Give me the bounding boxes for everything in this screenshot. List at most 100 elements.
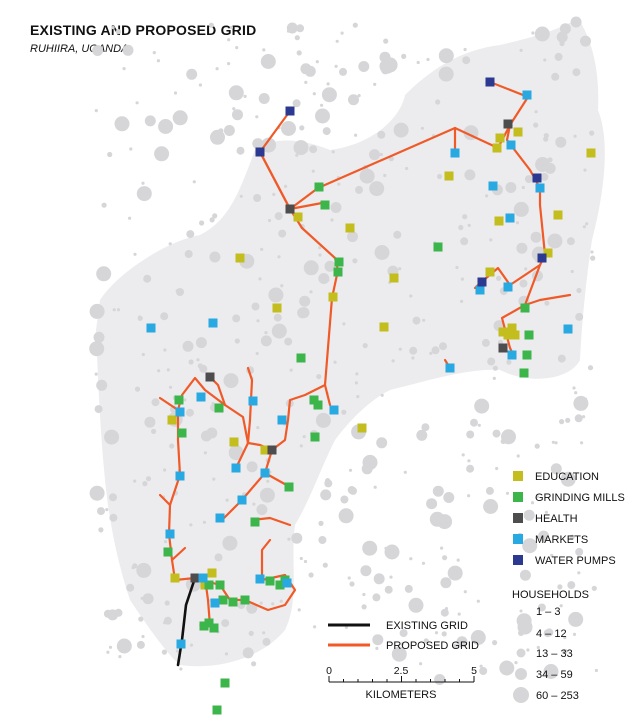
- household-dot: [138, 616, 144, 622]
- household-dot: [151, 398, 160, 407]
- household-dot: [160, 312, 169, 321]
- household-dot: [163, 468, 167, 472]
- household-dot: [316, 374, 322, 380]
- household-dot: [434, 631, 439, 635]
- household-dot: [391, 646, 407, 662]
- household-dot: [168, 385, 173, 389]
- household-dot: [431, 346, 440, 355]
- household-dot: [252, 502, 256, 506]
- household-dot: [416, 60, 420, 65]
- scale-bar-ticks: [328, 676, 475, 682]
- household-dot: [341, 409, 347, 415]
- household-dot: [514, 661, 518, 665]
- household-dot: [209, 217, 215, 223]
- household-dot: [141, 181, 145, 185]
- household-dot: [264, 331, 268, 335]
- household-dot: [443, 492, 455, 503]
- household-dot: [318, 253, 322, 257]
- household-dot: [137, 315, 143, 321]
- household-dot: [505, 182, 517, 193]
- education-marker: [389, 273, 399, 283]
- existing-grid-segment: [176, 576, 197, 667]
- markets-marker: [196, 392, 206, 402]
- household-dot: [164, 600, 170, 606]
- legend-education-swatch: [513, 471, 523, 481]
- household-dot: [550, 463, 562, 475]
- education-marker: [485, 267, 495, 277]
- household-dot: [280, 284, 284, 288]
- household-dot: [519, 48, 523, 53]
- household-dot: [429, 351, 433, 355]
- household-dot: [302, 435, 306, 439]
- household-dot: [175, 289, 179, 293]
- household-dot: [183, 398, 187, 402]
- household-dot: [239, 194, 243, 198]
- grinding-mills-marker: [334, 257, 344, 267]
- household-dot: [515, 221, 520, 225]
- household-dot: [322, 562, 328, 568]
- household-dot: [318, 246, 322, 250]
- household-dot: [485, 486, 494, 495]
- grinding-mills-marker: [250, 517, 260, 527]
- household-dot: [255, 351, 259, 356]
- lines-legend: EXISTING GRID PROPOSED GRID: [328, 620, 479, 652]
- household-dot: [340, 495, 349, 504]
- household-dot: [302, 309, 306, 313]
- household-dot: [251, 661, 257, 667]
- health-marker: [285, 204, 295, 214]
- household-dot: [544, 510, 549, 514]
- households-legend-label: 60 – 253: [536, 690, 579, 702]
- household-dot: [227, 62, 231, 66]
- markets-marker: [260, 468, 270, 478]
- education-marker: [495, 133, 505, 143]
- household-dot: [352, 22, 358, 28]
- household-dot: [544, 300, 550, 306]
- household-dot: [192, 180, 196, 184]
- household-dot: [434, 674, 446, 685]
- water-pumps-marker: [255, 147, 265, 157]
- household-dot: [559, 419, 565, 425]
- household-dot: [566, 237, 575, 246]
- household-dot: [93, 489, 97, 493]
- household-dot: [393, 230, 402, 239]
- household-dot: [383, 173, 387, 178]
- household-dot: [199, 220, 205, 226]
- grinding-mills-marker: [310, 432, 320, 442]
- household-dot: [304, 80, 308, 84]
- household-dot: [405, 166, 409, 171]
- education-marker: [510, 330, 520, 340]
- household-dot: [400, 642, 405, 646]
- household-dot: [356, 395, 360, 399]
- grinding-mills-marker: [309, 395, 319, 405]
- household-dot: [355, 185, 363, 194]
- household-dot: [435, 99, 441, 105]
- household-dot: [229, 25, 233, 30]
- household-dot: [279, 599, 283, 603]
- map-subtitle: RUHIIRA, UGANDA: [30, 43, 129, 55]
- household-dot: [359, 168, 375, 184]
- household-dot: [426, 498, 438, 510]
- household-dot: [232, 540, 236, 544]
- households-legend-circle: [515, 668, 527, 680]
- grinding-mills-marker: [204, 618, 214, 628]
- household-dot: [114, 116, 130, 132]
- household-dot: [315, 60, 319, 64]
- household-dot: [559, 604, 563, 608]
- household-dot: [115, 29, 122, 35]
- grinding-mills-marker: [212, 705, 222, 715]
- household-dot: [189, 523, 193, 527]
- household-dot: [330, 202, 342, 213]
- household-dot: [206, 427, 218, 439]
- household-dot: [562, 648, 568, 655]
- legend-health-label: HEALTH: [535, 513, 578, 525]
- household-dot: [452, 643, 458, 649]
- proposed-grid-segment: [323, 383, 332, 407]
- household-dot: [251, 302, 260, 311]
- household-dot: [232, 314, 241, 323]
- households-legend-title: HOUSEHOLDS: [512, 589, 589, 601]
- household-dot: [186, 230, 195, 239]
- health-marker: [205, 372, 215, 382]
- markets-marker: [282, 578, 292, 588]
- household-dot: [470, 630, 486, 645]
